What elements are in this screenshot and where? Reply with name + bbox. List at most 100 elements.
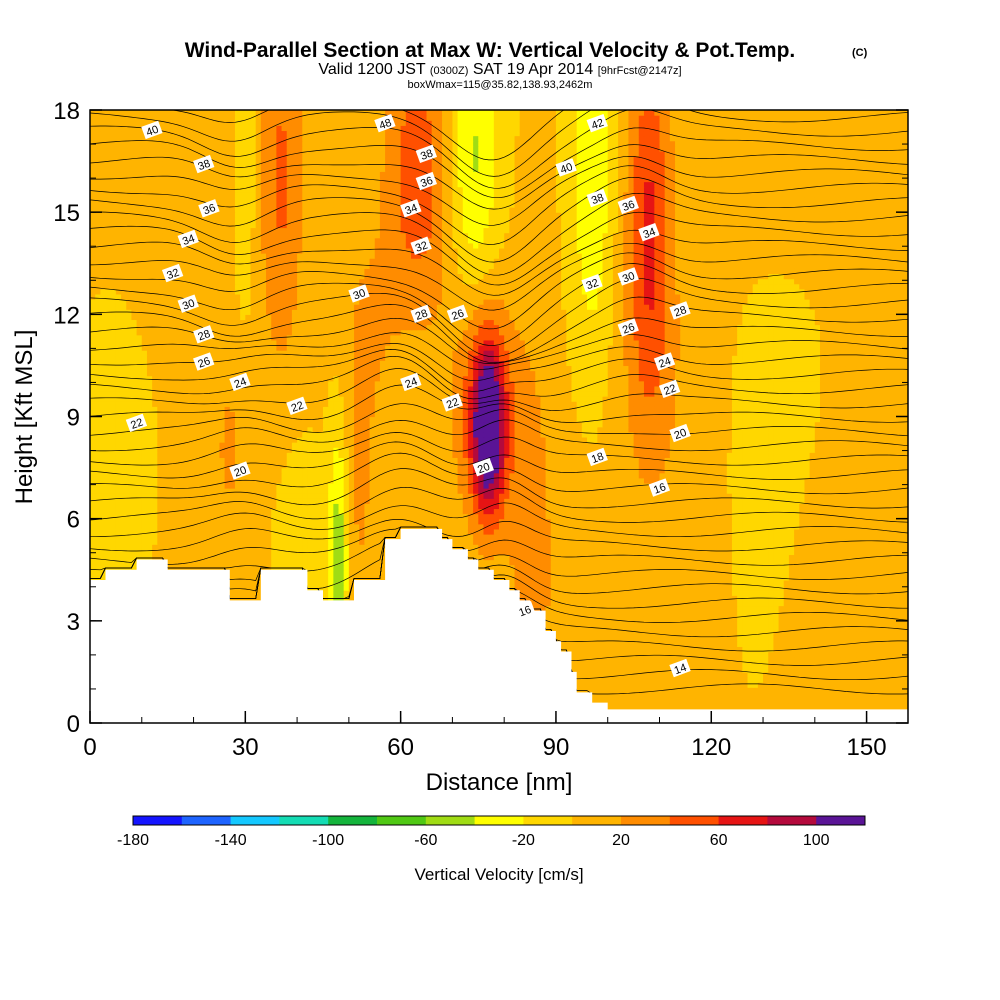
- velocity-cell: [783, 610, 790, 617]
- velocity-cell: [478, 564, 485, 571]
- velocity-cell: [711, 687, 718, 693]
- velocity-cell: [700, 564, 707, 571]
- velocity-cell: [809, 564, 816, 571]
- velocity-cell: [871, 666, 878, 673]
- velocity-cell: [597, 574, 604, 581]
- velocity-cell: [669, 656, 676, 663]
- velocity-cell: [876, 595, 883, 601]
- velocity-cell: [638, 615, 645, 622]
- velocity-cell: [876, 631, 883, 637]
- velocity-cell: [643, 569, 650, 576]
- velocity-cell: [566, 585, 573, 591]
- velocity-cell: [747, 656, 754, 663]
- velocity-cell: [882, 585, 888, 591]
- velocity-cell: [835, 671, 842, 678]
- velocity-cell: [799, 641, 806, 647]
- velocity-cell: [887, 620, 894, 627]
- velocity-cell: [379, 559, 386, 566]
- velocity-cell: [825, 600, 831, 607]
- velocity-cell: [649, 697, 655, 704]
- velocity-cell: [669, 677, 676, 683]
- velocity-cell: [835, 615, 842, 622]
- velocity-cell: [623, 574, 630, 581]
- velocity-cell: [814, 600, 821, 607]
- velocity-cell: [509, 579, 516, 586]
- velocity-cell: [690, 702, 697, 709]
- velocity-cell: [90, 564, 96, 571]
- velocity-cell: [587, 687, 593, 693]
- velocity-cell: [902, 590, 908, 596]
- velocity-cell: [897, 646, 904, 653]
- velocity-cell: [757, 682, 764, 688]
- velocity-cell: [742, 697, 749, 704]
- velocity-cell: [783, 702, 790, 709]
- velocity-cell: [317, 579, 324, 586]
- velocity-cell: [576, 615, 583, 622]
- velocity-cell: [100, 559, 107, 566]
- velocity-cell: [876, 569, 883, 576]
- velocity-cell: [783, 677, 790, 683]
- velocity-cell: [514, 579, 521, 586]
- velocity-cell: [851, 600, 857, 607]
- velocity-cell: [291, 559, 298, 566]
- velocity-cell: [245, 595, 252, 601]
- velocity-cell: [514, 559, 521, 566]
- velocity-cell: [115, 564, 122, 571]
- velocity-cell: [726, 595, 733, 601]
- velocity-cell: [587, 666, 593, 673]
- velocity-cell: [830, 595, 837, 601]
- velocity-cell: [788, 564, 795, 571]
- velocity-cell: [638, 579, 645, 586]
- velocity-cell: [675, 636, 681, 642]
- velocity-cell: [566, 595, 573, 601]
- velocity-cell: [700, 677, 707, 683]
- velocity-cell: [700, 651, 707, 658]
- velocity-cell: [540, 600, 547, 607]
- velocity-cell: [866, 564, 873, 571]
- velocity-cell: [597, 585, 604, 591]
- velocity-cell: [902, 636, 908, 642]
- velocity-cell: [379, 569, 386, 576]
- velocity-cell: [830, 636, 837, 642]
- velocity-cell: [871, 615, 878, 622]
- velocity-cell: [804, 569, 811, 576]
- velocity-cell: [757, 620, 764, 627]
- velocity-cell: [566, 631, 573, 637]
- velocity-cell: [794, 615, 800, 622]
- velocity-cell: [343, 569, 350, 576]
- velocity-cell: [633, 651, 640, 658]
- velocity-cell: [706, 661, 712, 668]
- velocity-cell: [902, 600, 908, 607]
- velocity-cell: [649, 569, 655, 576]
- velocity-cell: [333, 569, 340, 576]
- velocity-cell: [882, 682, 888, 688]
- velocity-cell: [882, 661, 888, 668]
- velocity-cell: [566, 615, 573, 622]
- velocity-cell: [783, 671, 790, 678]
- velocity-cell: [737, 646, 743, 653]
- velocity-cell: [649, 615, 655, 622]
- velocity-cell: [804, 641, 811, 647]
- velocity-cell: [711, 615, 718, 622]
- velocity-cell: [840, 697, 847, 704]
- velocity-cell: [851, 666, 857, 673]
- velocity-cell: [618, 692, 624, 699]
- velocity-cell: [856, 636, 863, 642]
- velocity-cell: [675, 564, 681, 571]
- velocity-cell: [504, 574, 510, 581]
- velocity-cell: [566, 564, 573, 571]
- velocity-cell: [654, 682, 661, 688]
- velocity-cell: [716, 600, 723, 607]
- velocity-cell: [783, 605, 790, 612]
- velocity-cell: [700, 687, 707, 693]
- velocity-cell: [250, 559, 257, 566]
- velocity-cell: [711, 692, 718, 699]
- velocity-cell: [229, 564, 236, 571]
- velocity-cell: [851, 697, 857, 704]
- velocity-cell: [856, 656, 863, 663]
- velocity-cell: [95, 569, 101, 576]
- velocity-cell: [706, 579, 712, 586]
- velocity-cell: [675, 641, 681, 647]
- velocity-cell: [856, 600, 863, 607]
